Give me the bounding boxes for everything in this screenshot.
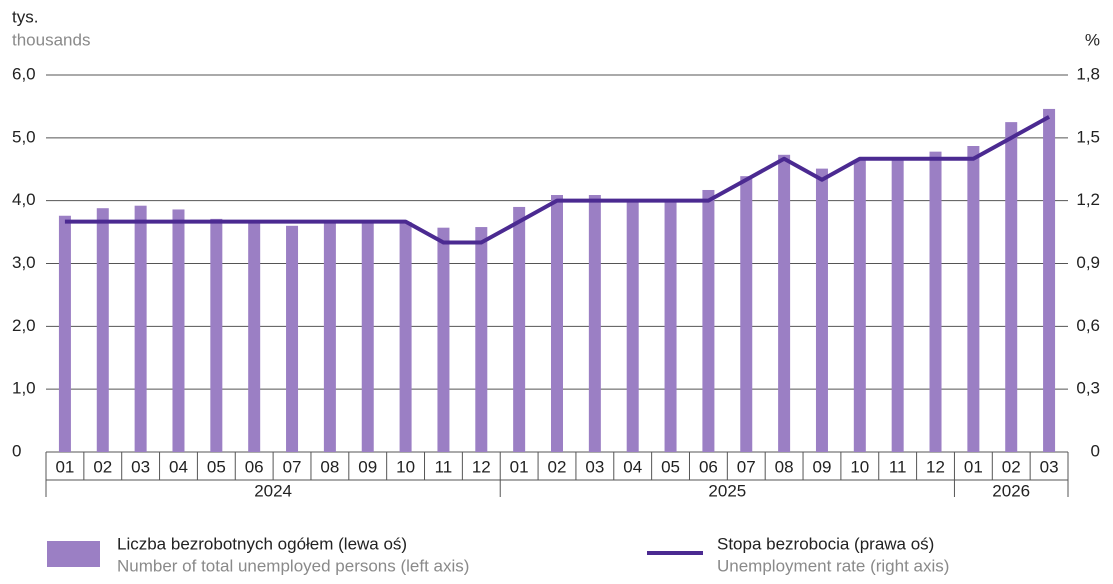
bar [323,220,336,452]
bar [967,146,980,453]
x-tick-label: 01 [964,457,983,476]
bar [853,159,866,452]
x-tick-label: 10 [396,457,415,476]
bar [361,220,374,452]
x-tick-label: 01 [55,457,74,476]
legend-label-en: Unemployment rate (right axis) [717,556,949,575]
bar [551,195,563,453]
y-tick-label: 5,0 [12,127,36,146]
year-label: 2024 [254,481,292,500]
y-tick-label: 4,0 [12,190,36,209]
y2-tick-label: 1,8 [1076,64,1100,83]
bar [513,206,526,452]
x-tick-label: 02 [1002,457,1021,476]
y-tick-label: 1,0 [12,379,36,398]
bar [399,222,412,452]
x-tick-label: 04 [623,457,642,476]
y2-tick-label: 1,2 [1076,190,1100,209]
bar [815,168,828,452]
bar [134,205,147,452]
bar [210,218,223,452]
bar [58,215,71,452]
x-tick-label: 03 [131,457,150,476]
y-tick-label: 0 [12,441,21,460]
bar [96,208,109,452]
bar [286,225,299,452]
y2-tick-label: 0,6 [1076,316,1100,335]
x-tick-label: 12 [926,457,945,476]
bar [1043,108,1056,453]
x-tick-label: 01 [510,457,529,476]
y-tick-label: 2,0 [12,316,36,335]
bar [475,227,488,452]
x-tick-label: 06 [699,457,718,476]
x-tick-label: 11 [889,457,907,476]
x-tick-label: 02 [93,457,112,476]
y-tick-label: 3,0 [12,253,36,272]
bar [172,209,185,452]
x-tick-label: 06 [245,457,264,476]
x-tick-label: 03 [585,457,604,476]
legend-swatch [47,541,100,567]
y2-axis-label: % [1085,30,1100,49]
bar [702,189,715,453]
bar [248,220,261,452]
bar [740,176,753,452]
x-tick-label: 08 [775,457,794,476]
bar [588,195,601,453]
y2-tick-label: 0,9 [1076,253,1100,272]
legend-label: Stopa bezrobocia (prawa oś) [717,534,934,553]
x-tick-label: 12 [472,457,491,476]
x-tick-label: 07 [737,457,756,476]
x-tick-label: 02 [548,457,567,476]
line [64,115,1051,245]
x-tick-label: 10 [850,457,869,476]
bar [778,154,791,452]
year-label: 2026 [992,481,1030,500]
bar [929,151,942,452]
x-tick-label: 03 [1040,457,1059,476]
x-tick-label: 05 [207,457,226,476]
x-tick-label: 04 [169,457,188,476]
x-tick-label: 09 [358,457,377,476]
bar [1005,122,1018,452]
y-axis-label-en: thousands [12,30,90,49]
x-tick-label: 08 [320,457,339,476]
y2-tick-label: 1,5 [1076,127,1100,146]
year-label: 2025 [708,481,746,500]
y-axis-label: tys. [12,7,38,26]
x-tick-label: 05 [661,457,680,476]
x-tick-label: 09 [813,457,832,476]
x-tick-label: 07 [283,457,302,476]
bar [437,227,450,452]
y2-tick-label: 0 [1091,441,1100,460]
x-tick-label: 11 [435,457,453,476]
bar [664,200,677,452]
y-tick-label: 6,0 [12,64,36,83]
legend-label-en: Number of total unemployed persons (left… [117,556,469,575]
bar [891,159,904,452]
legend-label: Liczba bezrobotnych ogółem (lewa oś) [117,534,407,553]
bar [626,200,639,452]
y2-tick-label: 0,3 [1076,379,1100,398]
